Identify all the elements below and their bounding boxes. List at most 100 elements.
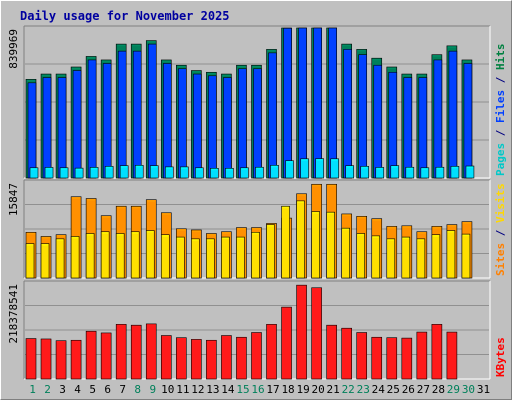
bar-highlight — [177, 338, 186, 340]
bar-highlight — [327, 325, 336, 328]
bar-highlight — [449, 51, 456, 54]
x-tick-label: 21 — [327, 383, 340, 396]
bar-highlight — [252, 228, 261, 230]
bar-pages-day-7 — [119, 165, 129, 179]
bar-sites-day-14 — [221, 236, 230, 279]
bar-highlight — [282, 206, 289, 209]
bar-files-day-17 — [268, 52, 277, 179]
bar-pages-day-25 — [390, 165, 400, 179]
bar-highlight — [432, 226, 441, 229]
bar-highlight — [387, 338, 396, 340]
bar-sites-day-9 — [145, 230, 155, 279]
bar-highlight — [402, 226, 411, 228]
bar-highlight — [359, 55, 366, 57]
bar-highlight — [387, 67, 396, 69]
x-tick-label: 11 — [176, 383, 189, 396]
bar-sites-day-1 — [25, 243, 35, 279]
x-tick-label: 25 — [387, 383, 400, 396]
series-legend: Sites / Visits — [494, 183, 507, 276]
bar-files-day-26 — [403, 77, 413, 179]
bar-files-day-30 — [463, 63, 473, 179]
bar-highlight — [252, 65, 261, 68]
bar-highlight — [314, 28, 321, 30]
bar-sites-day-8 — [130, 231, 140, 279]
bar-files-day-1 — [27, 82, 37, 179]
bar-highlight — [44, 78, 51, 80]
bar-files-day-27 — [418, 77, 428, 179]
bar-highlight — [102, 60, 111, 62]
bar-highlight — [269, 53, 276, 55]
bar-highlight — [344, 49, 351, 52]
bar-files-day-23 — [358, 54, 368, 179]
legend-part: / — [494, 70, 507, 90]
bar-sites-day-26 — [401, 236, 411, 279]
x-tick-label: 9 — [149, 383, 156, 396]
bar-highlight — [132, 232, 139, 234]
bar-highlight — [387, 239, 394, 241]
bar-highlight — [312, 212, 319, 214]
bar-highlight — [132, 44, 141, 47]
bar-pages-day-21 — [330, 158, 339, 179]
bar-pages-day-9 — [149, 165, 159, 179]
bar-highlight — [209, 76, 216, 78]
bar-kbytes-day-17 — [266, 324, 277, 380]
bar-highlight — [104, 63, 111, 66]
bar-highlight — [434, 60, 441, 62]
bar-highlight — [357, 216, 366, 219]
legend-part: Sites — [494, 243, 507, 276]
y-max-label: 839969 — [7, 29, 20, 69]
bar-highlight — [162, 235, 169, 237]
bar-highlight — [147, 324, 156, 326]
x-tick-label: 30 — [462, 383, 475, 396]
bar-sites-day-16 — [251, 232, 260, 279]
legend-part: KBytes — [494, 337, 507, 377]
bar-pages-day-19 — [300, 158, 309, 179]
x-tick-label: 15 — [236, 383, 249, 396]
bar-sites-day-11 — [176, 236, 185, 279]
bar-highlight — [342, 44, 351, 47]
bar-pages-day-15 — [240, 167, 249, 179]
bar-highlight — [389, 72, 396, 75]
bar-highlight — [252, 232, 259, 235]
bar-kbytes-day-1 — [25, 338, 37, 380]
bar-highlight — [29, 83, 35, 85]
bar-sites-day-10 — [160, 234, 170, 279]
bar-files-day-16 — [253, 68, 262, 179]
bar-highlight — [316, 159, 323, 161]
bar-highlight — [194, 74, 201, 77]
bar-pages-day-30 — [465, 165, 475, 179]
bar-highlight — [192, 71, 201, 73]
bar-highlight — [301, 159, 308, 161]
bar-highlight — [207, 340, 216, 343]
bar-highlight — [447, 225, 456, 227]
bar-highlight — [42, 236, 51, 239]
x-tick-label: 31 — [477, 383, 490, 396]
bar-highlight — [432, 55, 441, 57]
x-tick-label: 19 — [296, 383, 309, 396]
bar-sites-day-24 — [371, 235, 381, 279]
bar-kbytes-day-16 — [251, 332, 262, 380]
bar-highlight — [27, 244, 33, 246]
bar-files-day-20 — [313, 27, 322, 179]
bar-highlight — [436, 167, 443, 170]
bar-highlight — [312, 288, 321, 290]
bar-pages-day-23 — [360, 166, 370, 179]
bar-highlight — [164, 63, 171, 66]
bar-sites-day-15 — [236, 236, 245, 279]
bar-pages-day-17 — [270, 165, 279, 179]
bar-files-day-25 — [388, 71, 398, 179]
bar-pages-day-22 — [345, 165, 354, 179]
bar-highlight — [222, 74, 231, 77]
bar-highlight — [42, 74, 51, 77]
bar-kbytes-day-27 — [416, 331, 428, 380]
bar-sites-day-25 — [386, 238, 396, 279]
legend-part: Hits — [494, 44, 507, 71]
bar-sites-day-6 — [100, 231, 110, 279]
bar-highlight — [27, 339, 35, 341]
bar-files-day-21 — [328, 27, 337, 179]
bar-kbytes-day-6 — [100, 332, 112, 380]
bar-files-day-11 — [178, 68, 187, 179]
bar-pages-day-14 — [225, 168, 234, 179]
bar-highlight — [374, 65, 381, 68]
bar-highlight — [59, 78, 66, 80]
